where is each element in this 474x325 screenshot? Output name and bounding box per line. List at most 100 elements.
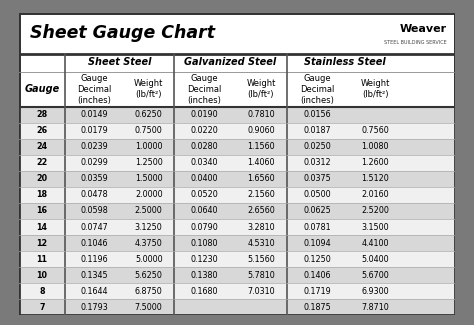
Text: 0.0747: 0.0747 bbox=[80, 223, 108, 231]
Text: 24: 24 bbox=[36, 142, 47, 151]
Text: 0.0400: 0.0400 bbox=[191, 175, 218, 183]
FancyBboxPatch shape bbox=[19, 203, 455, 219]
Text: 1.1560: 1.1560 bbox=[247, 142, 275, 151]
Text: 0.0500: 0.0500 bbox=[304, 190, 331, 200]
Text: Stainless Steel: Stainless Steel bbox=[304, 57, 385, 67]
FancyBboxPatch shape bbox=[19, 171, 455, 187]
Text: Weight
(lb/ft²): Weight (lb/ft²) bbox=[246, 79, 276, 99]
Text: 0.0478: 0.0478 bbox=[81, 190, 108, 200]
Text: 1.2600: 1.2600 bbox=[361, 158, 389, 167]
Text: 5.6700: 5.6700 bbox=[361, 271, 389, 280]
Text: 0.9060: 0.9060 bbox=[247, 126, 275, 135]
Text: 1.5000: 1.5000 bbox=[135, 175, 163, 183]
Text: Gauge
Decimal
(inches): Gauge Decimal (inches) bbox=[187, 74, 221, 105]
Text: 1.0080: 1.0080 bbox=[361, 142, 389, 151]
FancyBboxPatch shape bbox=[19, 251, 455, 267]
Text: 14: 14 bbox=[36, 223, 47, 231]
Text: 1.6560: 1.6560 bbox=[247, 175, 275, 183]
Text: Gauge: Gauge bbox=[24, 84, 59, 94]
Text: 0.1080: 0.1080 bbox=[191, 239, 218, 248]
FancyBboxPatch shape bbox=[19, 267, 455, 283]
Text: Weaver: Weaver bbox=[399, 23, 447, 33]
Text: Weight
(lb/ft²): Weight (lb/ft²) bbox=[134, 79, 164, 99]
Text: 6.9300: 6.9300 bbox=[361, 287, 389, 296]
Text: 3.1500: 3.1500 bbox=[361, 223, 389, 231]
Text: 11: 11 bbox=[36, 254, 47, 264]
FancyBboxPatch shape bbox=[19, 299, 455, 315]
Text: 5.0400: 5.0400 bbox=[361, 254, 389, 264]
Text: Sheet Gauge Chart: Sheet Gauge Chart bbox=[30, 24, 215, 42]
Text: 0.0781: 0.0781 bbox=[304, 223, 331, 231]
Text: 16: 16 bbox=[36, 206, 47, 215]
Text: 0.0156: 0.0156 bbox=[304, 110, 331, 119]
Text: 0.0190: 0.0190 bbox=[191, 110, 218, 119]
Text: 3.2810: 3.2810 bbox=[247, 223, 275, 231]
Text: 28: 28 bbox=[36, 110, 47, 119]
Text: 0.0375: 0.0375 bbox=[304, 175, 331, 183]
Text: Gauge
Decimal
(inches): Gauge Decimal (inches) bbox=[301, 74, 335, 105]
Text: 1.0000: 1.0000 bbox=[135, 142, 163, 151]
Text: 6.8750: 6.8750 bbox=[135, 287, 163, 296]
FancyBboxPatch shape bbox=[19, 155, 455, 171]
Text: 0.0640: 0.0640 bbox=[191, 206, 218, 215]
Text: 5.6250: 5.6250 bbox=[135, 271, 163, 280]
Text: 0.1250: 0.1250 bbox=[304, 254, 331, 264]
Text: 8: 8 bbox=[39, 287, 45, 296]
FancyBboxPatch shape bbox=[19, 139, 455, 155]
Text: 0.1230: 0.1230 bbox=[191, 254, 218, 264]
Text: 2.0160: 2.0160 bbox=[361, 190, 389, 200]
FancyBboxPatch shape bbox=[19, 123, 455, 139]
Text: 5.0000: 5.0000 bbox=[135, 254, 163, 264]
Text: 0.0299: 0.0299 bbox=[80, 158, 108, 167]
Text: Galvanized Steel: Galvanized Steel bbox=[184, 57, 277, 67]
Text: 0.1046: 0.1046 bbox=[81, 239, 108, 248]
Text: 1.5120: 1.5120 bbox=[361, 175, 389, 183]
Text: 7.5000: 7.5000 bbox=[135, 303, 163, 312]
Text: 18: 18 bbox=[36, 190, 47, 200]
Text: 2.6560: 2.6560 bbox=[247, 206, 275, 215]
Text: 0.0179: 0.0179 bbox=[80, 126, 108, 135]
FancyBboxPatch shape bbox=[19, 283, 455, 299]
Text: 22: 22 bbox=[36, 158, 47, 167]
Text: 0.0520: 0.0520 bbox=[191, 190, 218, 200]
Text: 4.4100: 4.4100 bbox=[361, 239, 389, 248]
Text: 0.1094: 0.1094 bbox=[304, 239, 331, 248]
Text: 0.1196: 0.1196 bbox=[81, 254, 108, 264]
Text: STEEL BUILDING SERVICE: STEEL BUILDING SERVICE bbox=[383, 40, 447, 45]
Text: 1.4060: 1.4060 bbox=[247, 158, 275, 167]
Text: 0.0312: 0.0312 bbox=[304, 158, 331, 167]
Text: 0.1644: 0.1644 bbox=[81, 287, 108, 296]
Text: 0.1345: 0.1345 bbox=[81, 271, 108, 280]
Text: 0.0598: 0.0598 bbox=[80, 206, 108, 215]
FancyBboxPatch shape bbox=[19, 187, 455, 203]
Text: 0.0187: 0.0187 bbox=[304, 126, 331, 135]
FancyBboxPatch shape bbox=[19, 219, 455, 235]
Text: 4.5310: 4.5310 bbox=[247, 239, 275, 248]
Text: 0.1793: 0.1793 bbox=[80, 303, 108, 312]
FancyBboxPatch shape bbox=[19, 235, 455, 251]
Text: 26: 26 bbox=[36, 126, 47, 135]
Text: 7.0310: 7.0310 bbox=[247, 287, 275, 296]
Text: 10: 10 bbox=[36, 271, 47, 280]
Text: 0.0250: 0.0250 bbox=[304, 142, 331, 151]
Text: 7: 7 bbox=[39, 303, 45, 312]
Text: 20: 20 bbox=[36, 175, 47, 183]
Text: 5.1560: 5.1560 bbox=[247, 254, 275, 264]
Text: 0.0149: 0.0149 bbox=[81, 110, 108, 119]
Text: 0.0280: 0.0280 bbox=[191, 142, 218, 151]
Text: 7.8710: 7.8710 bbox=[361, 303, 389, 312]
Text: 0.7560: 0.7560 bbox=[361, 126, 389, 135]
Text: 0.1406: 0.1406 bbox=[304, 271, 331, 280]
Text: 0.0790: 0.0790 bbox=[191, 223, 218, 231]
Text: 3.1250: 3.1250 bbox=[135, 223, 163, 231]
Text: 0.7810: 0.7810 bbox=[247, 110, 275, 119]
Text: 0.1719: 0.1719 bbox=[304, 287, 331, 296]
Text: 5.7810: 5.7810 bbox=[247, 271, 275, 280]
Text: 2.5000: 2.5000 bbox=[135, 206, 163, 215]
FancyBboxPatch shape bbox=[19, 13, 455, 315]
Text: 0.7500: 0.7500 bbox=[135, 126, 163, 135]
Text: 0.1875: 0.1875 bbox=[304, 303, 331, 312]
FancyBboxPatch shape bbox=[19, 107, 455, 123]
Text: 0.6250: 0.6250 bbox=[135, 110, 163, 119]
Text: 2.1560: 2.1560 bbox=[247, 190, 275, 200]
